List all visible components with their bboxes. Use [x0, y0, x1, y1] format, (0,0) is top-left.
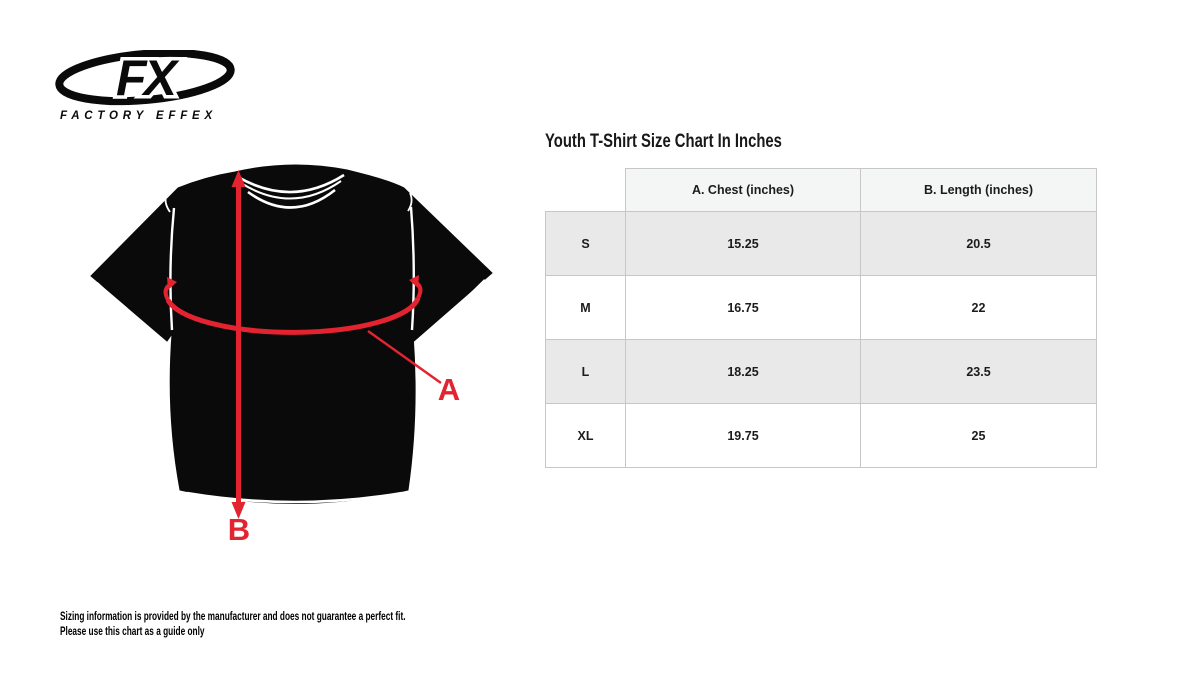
- collar-seam-mid: [240, 180, 342, 200]
- chest-cell: 15.25: [625, 211, 861, 276]
- chest-label-leader-line: [367, 329, 442, 385]
- length-cell: 23.5: [860, 339, 1097, 404]
- chest-cell: 18.25: [625, 339, 861, 404]
- size-chart-table: A. Chest (inches) B. Length (inches) S 1…: [545, 168, 1097, 468]
- size-cell: M: [545, 275, 626, 340]
- label-a: A: [438, 372, 460, 407]
- length-arrow-head-bottom: [231, 502, 246, 519]
- disclaimer-line-2: Please use this chart as a guide only: [60, 626, 205, 639]
- fx-logo-graphic: FX FACTORY EFFEX: [55, 47, 235, 122]
- chest-cell: 19.75: [625, 403, 861, 468]
- right-armhole-seam: [409, 206, 415, 331]
- sizing-disclaimer: Sizing information is provided by the ma…: [60, 610, 406, 640]
- table-header-row: A. Chest (inches) B. Length (inches): [545, 168, 1097, 212]
- factory-effex-logo: FX FACTORY EFFEX: [52, 47, 252, 128]
- chest-arc-left-arrowhead: [167, 277, 177, 290]
- brand-name-text: FACTORY EFFEX: [60, 110, 217, 122]
- chest-arc-right-arrowhead: [409, 275, 419, 288]
- table-row: M 16.75 22: [545, 275, 1097, 340]
- corner-cell: [545, 168, 626, 212]
- fx-logo-swoosh: [55, 48, 235, 106]
- left-shoulder-seam: [164, 193, 171, 213]
- left-cuff-seam: [96, 282, 166, 349]
- tshirt-measurement-diagram: A B: [55, 150, 520, 570]
- hem-seam: [186, 491, 403, 504]
- size-cell: XL: [545, 403, 626, 468]
- length-cell: 25: [860, 403, 1097, 468]
- chest-cell: 16.75: [625, 275, 861, 340]
- size-cell: L: [545, 339, 626, 404]
- collar-seam-inner: [247, 188, 336, 209]
- disclaimer-line-1: Sizing information is provided by the ma…: [60, 611, 406, 623]
- tshirt-diagram-graphic: A B: [90, 164, 493, 547]
- size-cell: S: [545, 211, 626, 276]
- table-row: XL 19.75 25: [545, 403, 1097, 468]
- length-cell: 20.5: [860, 211, 1097, 276]
- page-title: Youth T-Shirt Size Chart In Inches: [545, 131, 782, 152]
- length-arrow-head-top: [231, 170, 246, 187]
- fx-logo-text: FX: [116, 50, 180, 106]
- label-b: B: [228, 512, 250, 547]
- table-row: S 15.25 20.5: [545, 211, 1097, 276]
- chest-measure-arc: [165, 297, 421, 335]
- right-shoulder-seam: [407, 192, 413, 212]
- length-column-header: B. Length (inches): [860, 168, 1097, 212]
- collar-seam-outer: [237, 173, 345, 194]
- left-armhole-seam: [169, 207, 176, 331]
- right-cuff-seam: [417, 279, 486, 347]
- length-cell: 22: [860, 275, 1097, 340]
- chest-column-header: A. Chest (inches): [625, 168, 861, 212]
- table-row: L 18.25 23.5: [545, 339, 1097, 404]
